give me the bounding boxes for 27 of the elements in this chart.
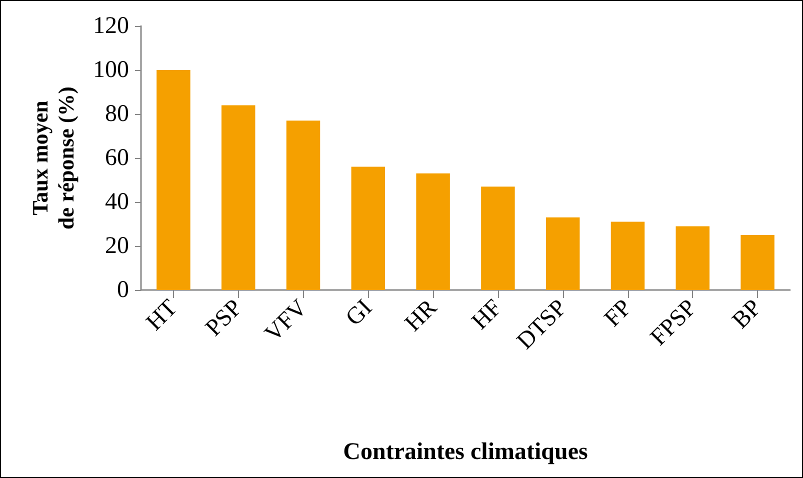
bar xyxy=(546,217,580,290)
y-tick-label: 60 xyxy=(105,145,129,171)
x-axis-title: Contraintes climatiques xyxy=(343,439,588,465)
y-tick-label: 20 xyxy=(105,233,129,259)
y-axis-title: Taux moyen de réponse (%) xyxy=(28,86,78,230)
y-tick-label: 80 xyxy=(105,101,129,127)
y-tick-label: 120 xyxy=(93,13,129,39)
x-tick-label: HF xyxy=(467,294,508,335)
bar xyxy=(676,226,710,290)
x-tick-label: HT xyxy=(142,294,183,336)
y-tick-label: 100 xyxy=(93,57,129,83)
y-tick-label: 40 xyxy=(105,189,129,215)
x-tick-label: VFV xyxy=(260,294,313,348)
bar xyxy=(221,105,256,290)
bar xyxy=(610,222,645,290)
bar xyxy=(416,173,450,290)
bar xyxy=(351,166,386,290)
bar xyxy=(740,235,774,290)
x-tick-label: PSP xyxy=(200,294,248,342)
x-tick-label: FP xyxy=(600,294,637,332)
x-tick-label: HR xyxy=(400,294,442,337)
bar xyxy=(481,186,515,290)
x-tick-label: BP xyxy=(728,294,767,334)
bar xyxy=(286,120,320,290)
y-tick-label: 0 xyxy=(117,277,129,303)
x-tick-label: GI xyxy=(341,294,378,332)
bar xyxy=(156,70,190,290)
